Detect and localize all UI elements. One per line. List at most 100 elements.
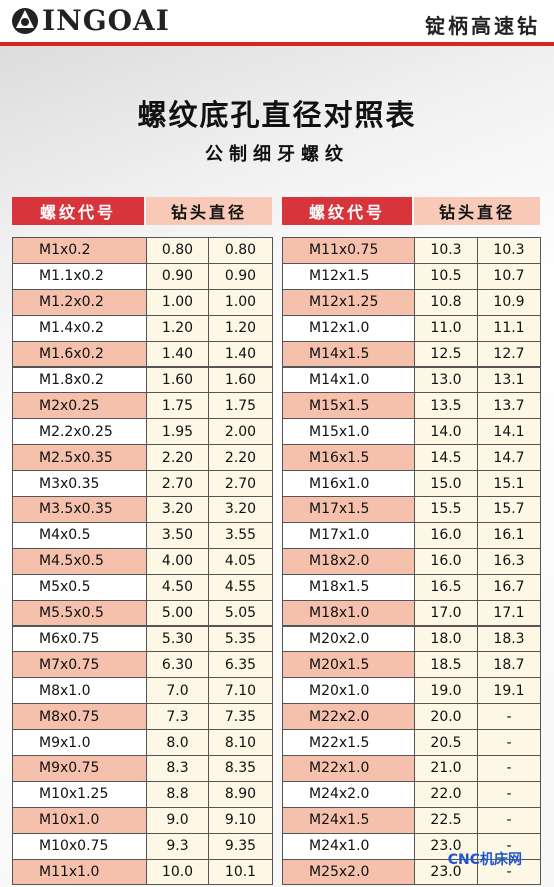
drill-diameter: 1.00 — [146, 288, 209, 316]
drill-diameter: - — [477, 755, 541, 782]
drill-diameter: 8.35 — [208, 755, 273, 782]
drill-diameter: - — [477, 858, 541, 886]
thread-code: M1x0.2 — [12, 237, 147, 264]
drill-diameter: 16.1 — [477, 521, 541, 549]
drill-diameter: 17.0 — [414, 599, 478, 627]
watermark: CNC机床网 — [447, 852, 522, 868]
drill-diameter: 18.3 — [477, 625, 541, 653]
drill-diameter: 7.0 — [146, 677, 209, 705]
thread-code: M2x0.25 — [12, 392, 147, 420]
drill-diameter: 1.40 — [146, 340, 209, 368]
drill-diameter: 13.1 — [477, 366, 541, 394]
drill-diameter: 20.5 — [414, 729, 478, 756]
drill-diameter: 16.5 — [414, 573, 478, 601]
drill-diameter: 13.7 — [477, 392, 541, 420]
drill-diameter: 10.0 — [146, 858, 209, 886]
drill-diameter: 10.8 — [414, 288, 478, 316]
drill-diameter: 12.5 — [414, 340, 478, 368]
drill-diameter: 8.3 — [146, 755, 209, 782]
thread-code: M20x1.0 — [282, 677, 415, 705]
drill-diameter: 16.0 — [414, 521, 478, 549]
drill-diameter: 22.0 — [414, 780, 478, 808]
header-bar — [0, 0, 554, 44]
drill-diameter: 16.7 — [477, 573, 541, 601]
header-cell: 钻头直径 — [146, 197, 272, 225]
thread-code: M24x1.5 — [282, 806, 415, 834]
thread-code: M12x1.5 — [282, 262, 415, 290]
drill-diameter: 10.5 — [414, 262, 478, 290]
thread-code: M9x0.75 — [12, 755, 147, 782]
drill-diameter: 1.40 — [208, 340, 273, 368]
drill-diameter: 10.3 — [414, 237, 478, 264]
drill-diameter: 5.00 — [146, 599, 209, 627]
drill-diameter: 19.1 — [477, 677, 541, 705]
drill-diameter: - — [477, 729, 541, 756]
header-cell: 螺纹代号 — [12, 197, 144, 225]
drill-diameter: 1.60 — [208, 366, 273, 394]
drill-diameter: 18.0 — [414, 625, 478, 653]
drill-diameter: 13.5 — [414, 392, 478, 420]
thread-code: M12x1.0 — [282, 314, 415, 342]
drill-diameter: 9.0 — [146, 806, 209, 834]
drill-diameter: 6.35 — [208, 651, 273, 679]
drill-diameter: 9.3 — [146, 832, 209, 860]
drill-diameter: 2.70 — [146, 470, 209, 497]
drill-diameter: 3.55 — [208, 521, 273, 549]
drill-diameter: 15.7 — [477, 496, 541, 523]
drill-diameter: 10.9 — [477, 288, 541, 316]
thread-code: M5x0.5 — [12, 573, 147, 601]
thread-code: M8x1.0 — [12, 677, 147, 705]
thread-code: M24x2.0 — [282, 780, 415, 808]
drill-diameter: 3.50 — [146, 521, 209, 549]
drill-diameter: 15.1 — [477, 470, 541, 497]
drill-diameter: 12.7 — [477, 340, 541, 368]
drill-diameter: 15.0 — [414, 470, 478, 497]
drill-diameter: 8.0 — [146, 729, 209, 756]
thread-code: M14x1.5 — [282, 340, 415, 368]
drill-diameter: 4.55 — [208, 573, 273, 601]
drill-diameter: 9.10 — [208, 806, 273, 834]
thread-code: M22x1.5 — [282, 729, 415, 756]
thread-code: M4x0.5 — [12, 521, 147, 549]
drill-diameter: 19.0 — [414, 677, 478, 705]
drill-diameter: 11.1 — [477, 314, 541, 342]
drill-diameter: 10.1 — [208, 858, 273, 886]
drill-diameter: 18.5 — [414, 651, 478, 679]
thread-code: M15x1.5 — [282, 392, 415, 420]
thread-code: M10x1.25 — [12, 780, 147, 808]
drill-diameter: 5.30 — [146, 625, 209, 653]
drill-diameter: 0.90 — [146, 262, 209, 290]
drill-diameter: 0.80 — [146, 237, 209, 264]
drill-diameter: 1.00 — [208, 288, 273, 316]
thread-code: M8x0.75 — [12, 703, 147, 731]
drill-diameter: - — [477, 806, 541, 834]
header-cell: 钻头直径 — [414, 197, 540, 225]
thread-code: M25x2.0 — [282, 858, 415, 886]
thread-code: M1.8x0.2 — [12, 366, 147, 394]
thread-code: M1.6x0.2 — [12, 340, 147, 368]
thread-code: M2.2x0.25 — [12, 418, 147, 446]
thread-code: M22x2.0 — [282, 703, 415, 731]
drill-diameter: 9.35 — [208, 832, 273, 860]
thread-code: M5.5x0.5 — [12, 599, 147, 627]
thread-code: M17x1.5 — [282, 496, 415, 523]
thread-code: M10x1.0 — [12, 806, 147, 834]
drill-diameter: 10.7 — [477, 262, 541, 290]
title: 螺纹底孔直径对照表 — [137, 98, 417, 132]
drill-diameter: 23.0 — [414, 832, 478, 860]
drill-diameter: 4.50 — [146, 573, 209, 601]
drill-diameter: 7.3 — [146, 703, 209, 731]
header-cell: 螺纹代号 — [282, 197, 412, 225]
thread-code: M16x1.0 — [282, 470, 415, 497]
drill-diameter: 16.0 — [414, 547, 478, 575]
drill-diameter: 3.20 — [208, 496, 273, 523]
slogan: 锭柄高速钻 — [425, 14, 540, 38]
thread-code: M6x0.75 — [12, 625, 147, 653]
thread-code: M11x0.75 — [282, 237, 415, 264]
drill-diameter: 1.60 — [146, 366, 209, 394]
drill-diameter: 2.00 — [208, 418, 273, 446]
subtitle: 公制细牙螺纹 — [205, 144, 349, 165]
drill-diameter: 14.1 — [477, 418, 541, 446]
thread-code: M16x1.5 — [282, 444, 415, 472]
